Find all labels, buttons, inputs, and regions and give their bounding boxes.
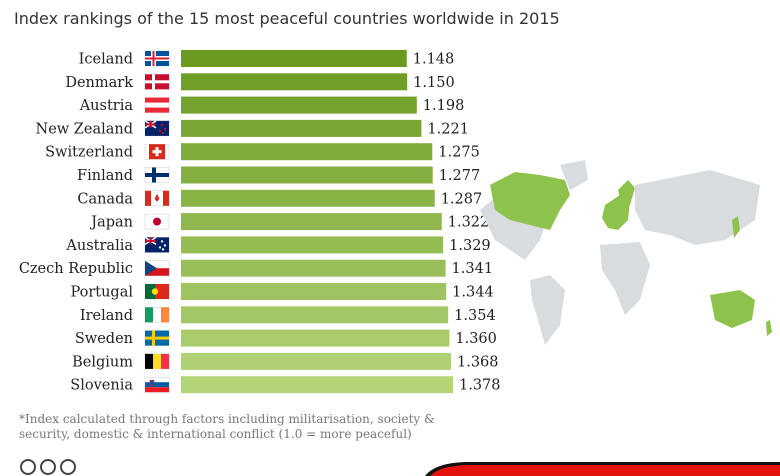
- category-label: Ireland: [80, 308, 133, 324]
- map-japan: [732, 216, 740, 238]
- bar-australia: [181, 236, 444, 254]
- value-label: 1.360: [455, 331, 497, 347]
- category-label: Iceland: [79, 52, 133, 68]
- category-label: New Zealand: [36, 121, 134, 137]
- category-label: Czech Republic: [19, 261, 133, 277]
- bar-chart: Iceland 1.148 Denmark 1.150 Austria 1.198 New …: [19, 50, 501, 394]
- bar-finland: [181, 166, 433, 184]
- nd-icon: [60, 459, 76, 475]
- bar-switzerland: [181, 143, 433, 161]
- by-icon: [40, 459, 56, 475]
- bar-iceland: [181, 50, 407, 67]
- category-label: Finland: [77, 168, 133, 184]
- australia-flag-icon: [144, 236, 170, 253]
- category-label: Denmark: [65, 75, 133, 91]
- value-label: 1.368: [457, 354, 499, 370]
- belgium-flag-icon: [144, 353, 170, 370]
- category-label: Portugal: [70, 285, 133, 301]
- value-label: 1.150: [413, 75, 455, 91]
- category-label: Slovenia: [70, 378, 133, 394]
- category-label: Austria: [79, 98, 134, 114]
- value-label: 1.198: [423, 98, 465, 114]
- value-label: 1.275: [438, 145, 480, 161]
- value-label: 1.341: [452, 261, 494, 277]
- category-label: Australia: [65, 238, 133, 254]
- world-map: [480, 160, 772, 345]
- category-label: Belgium: [72, 354, 133, 370]
- bar-sweden: [181, 329, 450, 347]
- bar-austria: [181, 96, 417, 114]
- map-africa: [600, 242, 650, 315]
- bar-belgium: [181, 352, 451, 370]
- ireland-flag-icon: [144, 307, 170, 323]
- bar-portugal: [181, 283, 447, 300]
- value-label: 1.277: [439, 168, 481, 184]
- portugal-flag-icon: [144, 283, 170, 300]
- chart-subtitle: Index rankings of the 15 most peaceful c…: [14, 9, 560, 28]
- cc-icon: [20, 459, 36, 475]
- category-label: Switzerland: [45, 145, 133, 161]
- footnote: *Index calculated through factors includ…: [19, 412, 435, 441]
- value-label: 1.287: [441, 191, 483, 207]
- value-label: 1.344: [452, 285, 494, 301]
- switzerland-flag-icon: [144, 143, 170, 160]
- map-asia: [635, 170, 760, 245]
- value-label: 1.378: [459, 378, 501, 394]
- iceland-flag-icon: [144, 50, 170, 67]
- category-label: Japan: [89, 215, 133, 231]
- czech-republic-flag-icon: [144, 260, 170, 276]
- bar-new-zealand: [181, 119, 422, 137]
- bar-japan: [181, 213, 442, 231]
- bar-denmark: [181, 73, 408, 91]
- brand-banner: [425, 462, 780, 476]
- value-label: 1.148: [413, 52, 455, 68]
- bar-ireland: [181, 306, 449, 324]
- value-label: 1.322: [448, 215, 490, 231]
- sweden-flag-icon: [144, 330, 170, 346]
- license-icons: [20, 459, 76, 475]
- bar-canada: [181, 189, 435, 207]
- bar-czech-republic: [181, 259, 446, 277]
- finland-flag-icon: [144, 167, 170, 183]
- value-label: 1.329: [449, 238, 491, 254]
- category-label: Sweden: [75, 331, 133, 347]
- canada-flag-icon: [144, 190, 170, 207]
- denmark-flag-icon: [144, 74, 170, 90]
- map-australia: [710, 290, 755, 328]
- map-south-america: [530, 275, 565, 345]
- new-zealand-flag-icon: [144, 120, 170, 137]
- category-label: Canada: [77, 191, 133, 207]
- value-label: 1.221: [427, 121, 469, 137]
- slovenia-flag-icon: [144, 376, 170, 393]
- map-canada: [490, 172, 570, 230]
- map-scandinavia: [618, 180, 635, 208]
- map-greenland: [560, 160, 588, 190]
- value-label: 1.354: [454, 308, 496, 324]
- map-new-zealand: [766, 320, 772, 336]
- japan-flag-icon: [144, 213, 170, 230]
- austria-flag-icon: [144, 97, 170, 113]
- bar-slovenia: [181, 376, 453, 394]
